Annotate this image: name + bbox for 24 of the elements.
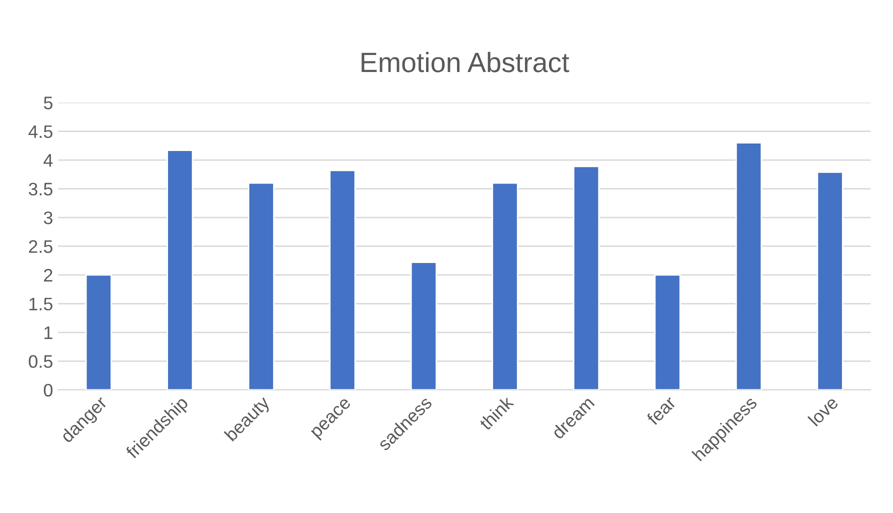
y-tick-label: 0 (44, 384, 52, 397)
bar (410, 262, 438, 390)
bar (654, 274, 681, 390)
y-tick-label: 1 (44, 326, 52, 339)
x-tick-label: love (807, 395, 839, 427)
y-tick-label: 2.5 (28, 240, 52, 253)
y-tick-label: 3.5 (28, 182, 52, 196)
y-tick-label: 2 (44, 268, 52, 282)
y-tick-label: 4.5 (28, 125, 52, 138)
y-tick-label: 0.5 (28, 355, 52, 368)
bar (248, 182, 274, 390)
y-tick-label: 3 (44, 211, 52, 224)
bar (85, 274, 112, 390)
bar (329, 170, 356, 390)
chart-title: Emotion Abstract (362, 52, 570, 72)
y-tick-label: 5 (44, 96, 52, 110)
bar (735, 142, 762, 390)
x-tick-label: fear (646, 394, 677, 426)
bar (572, 166, 600, 390)
bar (166, 150, 194, 390)
y-tick-label: 1.5 (29, 298, 52, 310)
bar (492, 182, 518, 390)
y-tick-label: 4 (44, 154, 53, 167)
bar (816, 171, 844, 390)
